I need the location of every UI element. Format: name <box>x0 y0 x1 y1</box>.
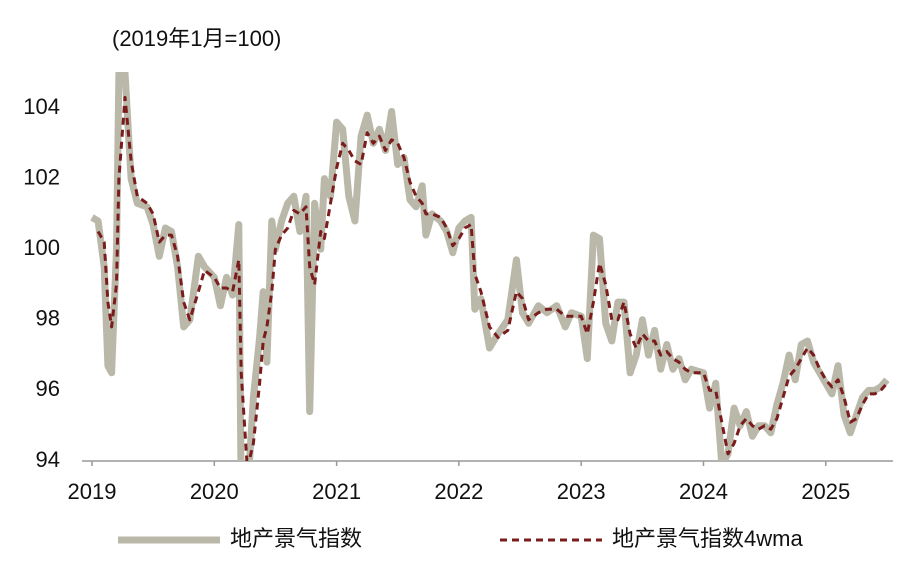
x-tick-label: 2022 <box>434 479 483 504</box>
x-tick-label: 2023 <box>557 479 606 504</box>
series-line <box>90 72 890 461</box>
y-tick-label: 104 <box>23 94 60 119</box>
y-tick-label: 94 <box>36 447 60 472</box>
series-line <box>96 95 889 461</box>
chart-subtitle: (2019年1月=100) <box>112 26 281 51</box>
y-tick-label: 100 <box>23 235 60 260</box>
y-tick-label: 102 <box>23 164 60 189</box>
x-tick-label: 2021 <box>312 479 361 504</box>
y-tick-label: 96 <box>36 376 60 401</box>
x-tick-label: 2019 <box>68 479 117 504</box>
legend-label: 地产景气指数 <box>230 526 362 551</box>
x-tick-label: 2020 <box>190 479 239 504</box>
y-tick-label: 98 <box>36 306 60 331</box>
x-tick-label: 2025 <box>801 479 850 504</box>
legend-label: 地产景气指数4wma <box>612 526 803 551</box>
plot-area <box>90 72 890 461</box>
x-tick-label: 2024 <box>679 479 728 504</box>
